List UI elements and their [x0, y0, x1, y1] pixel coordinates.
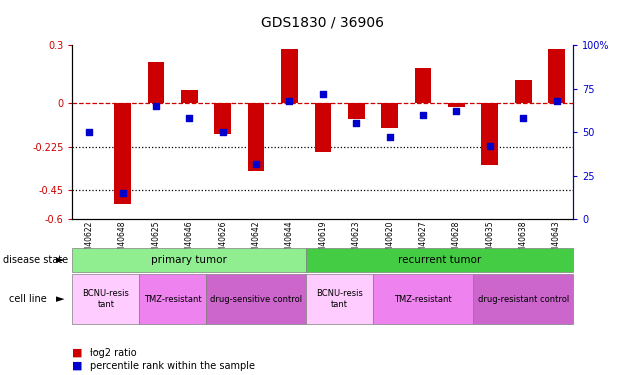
Text: ■: ■ [72, 348, 83, 357]
Point [318, 91, 328, 97]
Bar [448, 103, 465, 107]
Bar [381, 103, 398, 128]
Bar [481, 103, 498, 165]
Bar [415, 68, 432, 103]
Bar [515, 80, 532, 103]
Text: recurrent tumor: recurrent tumor [398, 255, 481, 265]
Bar [248, 103, 265, 171]
Point [251, 160, 261, 166]
Bar [114, 103, 131, 204]
Text: percentile rank within the sample: percentile rank within the sample [90, 361, 255, 370]
Point [518, 115, 529, 121]
Point [418, 112, 428, 118]
Point [485, 143, 495, 149]
Point [385, 134, 395, 140]
Point [151, 103, 161, 109]
Text: BCNU-resistant: BCNU-resistant [90, 351, 101, 352]
Text: BCNU-resis
tant: BCNU-resis tant [316, 290, 363, 309]
Point [218, 129, 228, 135]
Text: cell line: cell line [9, 294, 47, 304]
Text: TMZ-resistant: TMZ-resistant [144, 295, 202, 304]
Point [185, 115, 195, 121]
Point [452, 108, 462, 114]
Point [352, 120, 362, 126]
Bar [147, 63, 164, 103]
Bar [314, 103, 331, 152]
Bar [548, 49, 565, 103]
Bar [281, 49, 298, 103]
Text: TMZ-resistant: TMZ-resistant [394, 295, 452, 304]
Text: BCNU-resis
tant: BCNU-resis tant [83, 290, 129, 309]
Point [118, 190, 128, 196]
Text: drug-sensitive control: drug-sensitive control [210, 295, 302, 304]
Point [84, 129, 94, 135]
Text: log2 ratio: log2 ratio [90, 348, 137, 357]
Text: ■: ■ [72, 361, 83, 370]
Text: ►: ► [55, 255, 64, 265]
Point [552, 98, 562, 104]
Text: drug-resistant control: drug-resistant control [478, 295, 569, 304]
Bar [181, 90, 198, 103]
Text: primary tumor: primary tumor [151, 255, 227, 265]
Text: ►: ► [55, 294, 64, 304]
Point [285, 98, 295, 104]
Text: GDS1830 / 36906: GDS1830 / 36906 [261, 15, 384, 29]
Text: disease state: disease state [3, 255, 68, 265]
Bar [348, 103, 365, 118]
Bar [214, 103, 231, 134]
